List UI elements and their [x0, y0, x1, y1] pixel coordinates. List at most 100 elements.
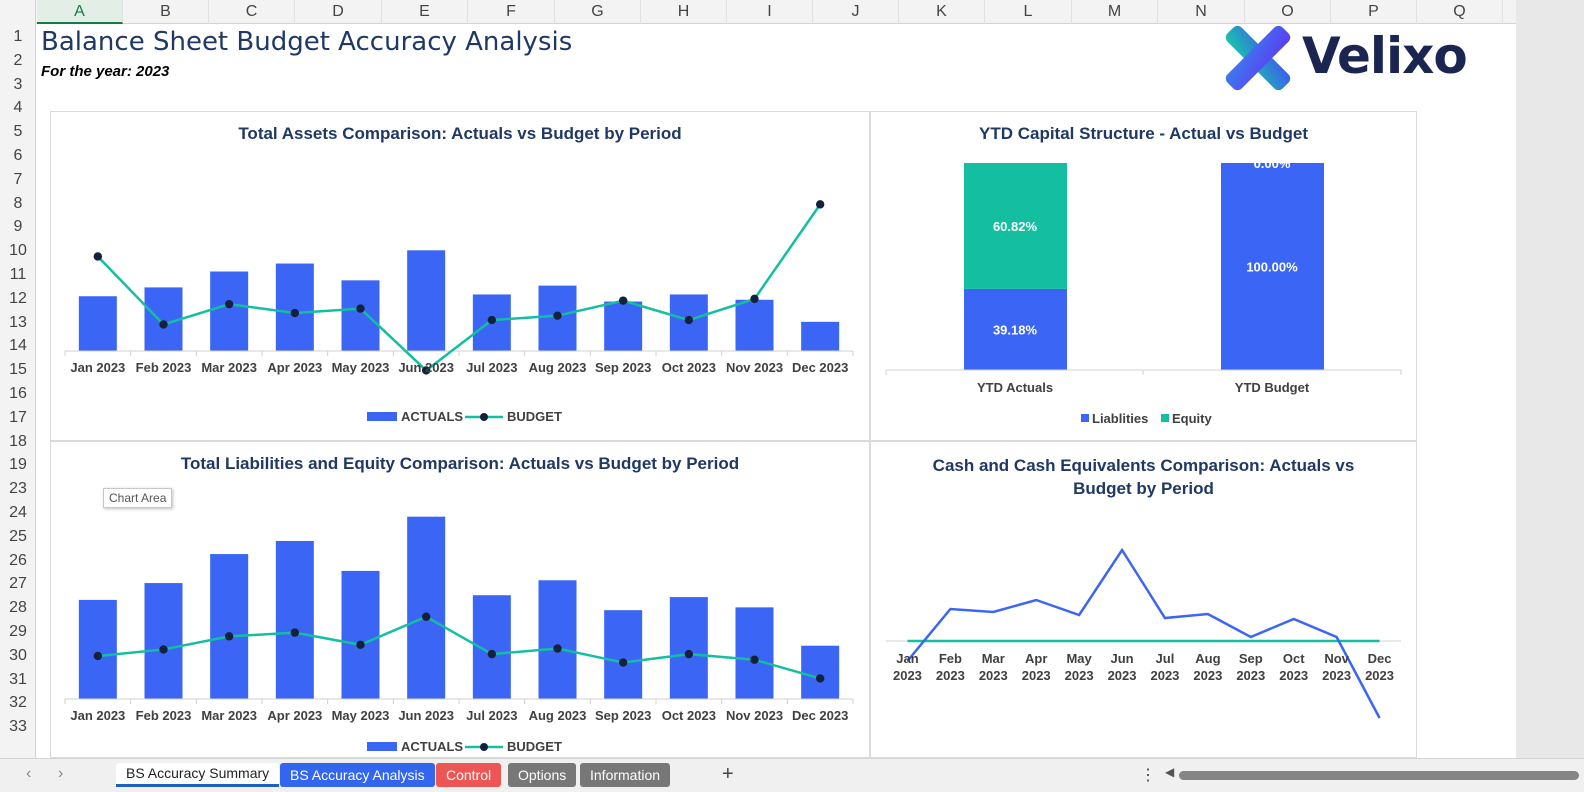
more-vertical-icon[interactable]: ⋮ — [1140, 767, 1156, 784]
column-header-J[interactable]: J — [813, 0, 899, 24]
column-header-K[interactable]: K — [899, 0, 985, 24]
legend-equity-swatch — [1161, 414, 1169, 422]
column-header-E[interactable]: E — [382, 0, 468, 24]
x-tick-label: Nov 2023 — [726, 708, 783, 723]
row-header-13[interactable]: 13 — [9, 313, 27, 331]
column-header-I[interactable]: I — [727, 0, 813, 24]
chevron-right-icon[interactable]: › — [58, 765, 64, 782]
sheet-tab-bs-accuracy-analysis[interactable]: BS Accuracy Analysis — [280, 763, 435, 787]
column-header-B[interactable]: B — [123, 0, 209, 24]
row-header-4[interactable]: 4 — [13, 99, 23, 117]
column-header-N[interactable]: N — [1158, 0, 1245, 24]
x-tick-label: Nov 2023 — [726, 360, 783, 375]
budget-point — [487, 649, 497, 659]
column-header-O[interactable]: O — [1245, 0, 1331, 24]
row-header-14[interactable]: 14 — [9, 337, 27, 355]
row-header-10[interactable]: 10 — [9, 242, 27, 260]
row-header-11[interactable]: 11 — [9, 266, 27, 283]
row-header-17[interactable]: 17 — [9, 408, 27, 426]
select-all-corner[interactable] — [0, 0, 36, 24]
column-header-H[interactable]: H — [641, 0, 727, 24]
sheet-tab-control[interactable]: Control — [436, 763, 502, 787]
x-tick-label-month: Jun — [1110, 651, 1133, 666]
x-tick-label-year: 2023 — [936, 668, 965, 683]
row-header-30[interactable]: 30 — [9, 646, 27, 664]
chart-cash-equivalents[interactable]: Cash and Cash Equivalents Comparison: Ac… — [870, 441, 1417, 758]
add-sheet-button[interactable]: + — [722, 763, 734, 785]
chevron-left-icon[interactable]: ‹ — [26, 765, 32, 782]
row-header-2[interactable]: 2 — [13, 51, 23, 69]
row-header-5[interactable]: 5 — [13, 123, 23, 141]
x-tick-label: Apr 2023 — [267, 360, 322, 375]
budget-point — [290, 628, 300, 637]
column-header-L[interactable]: L — [985, 0, 1072, 24]
row-header-3[interactable]: 3 — [13, 75, 23, 93]
chart-plot: Jan 2023 Feb 2023 Mar 2023 Apr 2023 May 2023… — [64, 516, 854, 754]
row-header-bar: 1 2 3 4 5 6 7 8 9 10 11 12 13 14 15 16 17 18 19 23 24 25 26 27 2… — [0, 24, 36, 758]
horizontal-scrollbar[interactable]: ◀ — [1165, 765, 1580, 781]
x-tick-label: May 2023 — [332, 708, 390, 723]
column-header-P[interactable]: P — [1331, 0, 1417, 24]
x-tick-label: Mar 2023 — [201, 360, 257, 375]
actuals-bar — [669, 597, 708, 699]
column-header-Q[interactable]: Q — [1417, 0, 1503, 24]
row-header-26[interactable]: 26 — [9, 551, 27, 569]
row-header-33[interactable]: 33 — [9, 718, 27, 736]
row-header-6[interactable]: 6 — [13, 147, 23, 164]
row-header-19[interactable]: 19 — [9, 456, 27, 474]
column-header-M[interactable]: M — [1072, 0, 1158, 24]
sheet-tab-bar: ‹ › BS Accuracy Summary BS Accuracy Analy… — [0, 758, 1584, 792]
chart-capital-structure[interactable]: YTD Capital Structure - Actual vs Budget… — [870, 111, 1417, 441]
row-header-27[interactable]: 27 — [9, 575, 27, 593]
sheet-tab-information[interactable]: Information — [580, 763, 671, 787]
x-tick-label: Jul 2023 — [466, 360, 517, 375]
row-header-8[interactable]: 8 — [13, 194, 23, 212]
row-header-28[interactable]: 28 — [9, 599, 27, 617]
row-header-15[interactable]: 15 — [9, 361, 27, 379]
x-tick-label: Dec 2023 — [792, 360, 848, 375]
worksheet-grid[interactable]: Balance Sheet Budget Accuracy Analysis F… — [37, 25, 1516, 758]
row-header-32[interactable]: 32 — [9, 694, 27, 712]
chart-area-tooltip: Chart Area — [103, 488, 173, 508]
column-header-D[interactable]: D — [295, 0, 382, 24]
page-subtitle: For the year: 2023 — [41, 63, 170, 80]
row-header-12[interactable]: 12 — [9, 289, 27, 307]
column-header-G[interactable]: G — [555, 0, 641, 24]
budget-point — [356, 640, 365, 649]
row-header-16[interactable]: 16 — [9, 385, 27, 402]
sheet-tab-options[interactable]: Options — [508, 763, 577, 787]
row-header-7[interactable]: 7 — [13, 170, 23, 188]
scroll-left-icon[interactable]: ◀ — [1165, 765, 1175, 779]
x-tick-label: Aug 2023 — [529, 708, 587, 723]
row-header-1[interactable]: 1 — [13, 28, 23, 45]
budget-line — [96, 203, 822, 373]
row-header-9[interactable]: 9 — [13, 218, 23, 236]
row-header-31[interactable]: 31 — [9, 670, 27, 688]
x-tick-label: Apr 2023 — [267, 708, 322, 723]
chart-title: YTD Capital Structure - Actual vs Budget — [978, 124, 1309, 143]
legend-actuals-label: ACTUALS — [401, 739, 463, 754]
sheet-tab-bs-accuracy-summary[interactable]: BS Accuracy Summary — [116, 763, 280, 787]
column-header-C[interactable]: C — [209, 0, 295, 24]
row-header-25[interactable]: 25 — [9, 527, 27, 545]
chart-title: Total Assets Comparison: Actuals vs Budg… — [238, 124, 682, 143]
x-tick-label-month: Jul — [1156, 651, 1175, 666]
actuals-bar — [275, 540, 314, 699]
scrollbar-thumb[interactable] — [1179, 771, 1579, 780]
column-header-A[interactable]: A — [37, 0, 123, 24]
chart-total-assets[interactable]: Total Assets Comparison: Actuals vs Budg… — [50, 111, 870, 441]
segment-data-label: 100.00% — [1246, 260, 1298, 275]
row-header-23[interactable]: 23 — [9, 480, 27, 498]
row-header-29[interactable]: 29 — [9, 623, 27, 640]
budget-point — [356, 304, 365, 313]
budget-point — [618, 658, 628, 667]
x-tick-label: Jun 2023 — [398, 360, 454, 375]
actuals-bar — [275, 263, 314, 351]
velixo-x-logo-icon — [1225, 25, 1291, 91]
row-header-24[interactable]: 24 — [9, 504, 27, 521]
x-tick-label-year: 2023 — [1193, 668, 1222, 683]
row-header-18[interactable]: 18 — [9, 432, 27, 450]
column-header-F[interactable]: F — [468, 0, 555, 24]
chart-liabilities-equity[interactable]: Total Liabilities and Equity Comparison:… — [50, 441, 870, 758]
